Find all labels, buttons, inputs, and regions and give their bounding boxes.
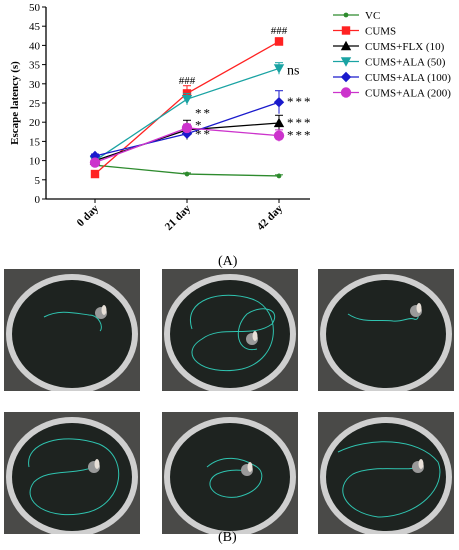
data-point bbox=[89, 157, 101, 168]
panel-a-label: (A) bbox=[218, 254, 238, 269]
data-point bbox=[90, 169, 100, 179]
panel-b-label: (B) bbox=[218, 530, 237, 545]
y-tick-label: 20 bbox=[29, 117, 41, 129]
legend-item: CUMS+ALA (100) bbox=[333, 71, 451, 84]
maze-photo bbox=[318, 412, 454, 534]
legend-label: CUMS+FLX (10) bbox=[365, 41, 445, 53]
significance-label: *** bbox=[287, 94, 313, 109]
data-point bbox=[340, 71, 352, 83]
series-line bbox=[94, 40, 280, 175]
data-point bbox=[341, 26, 351, 35]
data-point bbox=[181, 128, 193, 139]
data-point bbox=[273, 130, 285, 141]
maze-photo-drawing bbox=[318, 412, 454, 534]
data-point bbox=[274, 37, 284, 46]
legend-item: CUMS bbox=[333, 26, 396, 38]
y-tick-label: 40 bbox=[29, 40, 41, 52]
legend-item: CUMS+FLX (10) bbox=[333, 40, 445, 53]
significance-label: *** bbox=[287, 128, 313, 143]
data-point bbox=[340, 40, 352, 51]
series-cums-ala-100 bbox=[89, 90, 285, 162]
x-tick-label: 42 day bbox=[255, 202, 286, 233]
significance-label: * bbox=[195, 117, 204, 132]
maze-photo-drawing bbox=[162, 412, 298, 534]
y-tick-label: 50 bbox=[29, 2, 41, 14]
legend-label: CUMS+ALA (50) bbox=[365, 57, 446, 69]
chart-annotations: ######ns************** bbox=[179, 25, 313, 143]
y-tick-label: 0 bbox=[35, 194, 41, 206]
maze-photo bbox=[4, 412, 140, 534]
significance-label: ### bbox=[271, 25, 288, 37]
data-point bbox=[276, 173, 282, 179]
y-tick-label: 5 bbox=[35, 175, 41, 187]
data-point bbox=[343, 12, 349, 18]
maze-photo bbox=[318, 269, 454, 391]
data-point bbox=[273, 64, 285, 74]
significance-label: ** bbox=[195, 126, 212, 141]
y-tick-label: 45 bbox=[29, 21, 41, 33]
significance-label: ns bbox=[287, 63, 299, 78]
maze-photo bbox=[162, 269, 298, 391]
significance-label: ### bbox=[179, 75, 196, 87]
y-axis-title: Escape latency (s) bbox=[9, 61, 21, 145]
series-cums bbox=[90, 37, 284, 179]
y-tick-label: 15 bbox=[29, 136, 41, 148]
line-chart: 0 5 10 15 20 25 30 35 40 45 50 0 day 21 day 42 day Esc… bbox=[9, 2, 451, 233]
data-point bbox=[181, 94, 193, 105]
legend-label: CUMS bbox=[365, 26, 396, 38]
maze-photo-drawing bbox=[4, 269, 140, 391]
maze-photo bbox=[162, 412, 298, 534]
legend-label: CUMS+ALA (100) bbox=[365, 72, 451, 84]
data-point bbox=[184, 171, 190, 177]
y-tick-label: 10 bbox=[29, 156, 41, 168]
x-tick-label: 0 day bbox=[75, 202, 102, 229]
legend-label: VC bbox=[365, 10, 380, 22]
data-point bbox=[89, 150, 101, 162]
x-tick-label: 21 day bbox=[163, 202, 194, 233]
chart-legend: VC CUMS CUMS+FLX (10) CUMS+ALA (50) CUMS+ALA… bbox=[333, 10, 451, 100]
data-point bbox=[181, 122, 193, 134]
legend-item: VC bbox=[333, 10, 380, 22]
chart-series bbox=[89, 37, 285, 179]
y-tick-label: 35 bbox=[29, 60, 41, 72]
significance-label: ** bbox=[195, 105, 212, 120]
series-vc bbox=[91, 162, 283, 179]
data-point bbox=[273, 117, 285, 128]
maze-photo-drawing bbox=[162, 269, 298, 391]
series-cums-flx-10 bbox=[89, 114, 285, 165]
y-tick-label: 30 bbox=[29, 79, 41, 91]
legend-item: CUMS+ALA (50) bbox=[333, 57, 446, 69]
data-point bbox=[273, 97, 285, 108]
series-cums-ala-200 bbox=[89, 122, 285, 168]
y-tick-label: 25 bbox=[29, 98, 41, 110]
legend-label: CUMS+ALA (200) bbox=[365, 88, 451, 100]
maze-photo-drawing bbox=[4, 412, 140, 534]
data-point bbox=[340, 87, 352, 98]
maze-photo-drawing bbox=[318, 269, 454, 391]
significance-label: *** bbox=[287, 115, 313, 130]
legend-item: CUMS+ALA (200) bbox=[333, 87, 451, 100]
maze-photo bbox=[4, 269, 140, 391]
data-point bbox=[340, 57, 352, 67]
